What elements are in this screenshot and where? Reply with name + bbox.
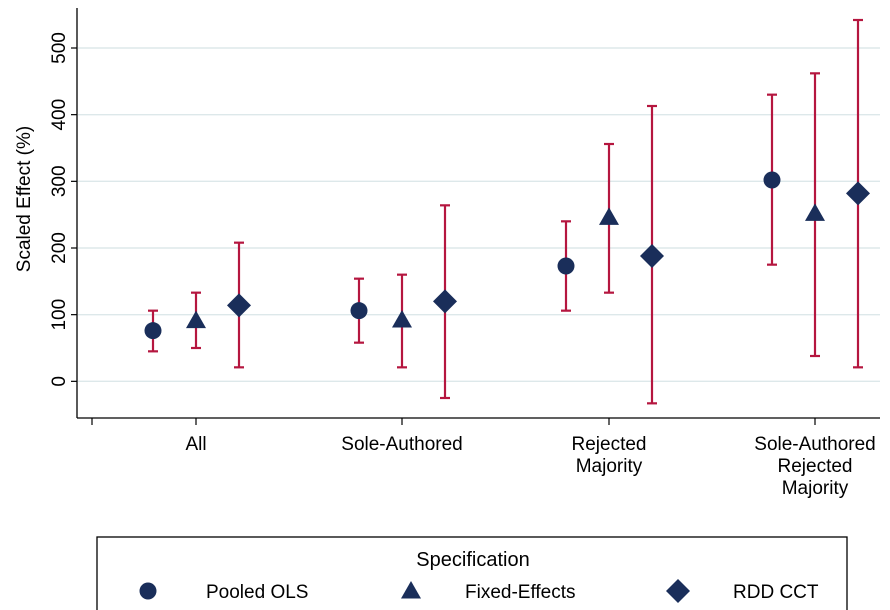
legend-marker (401, 581, 421, 599)
point-estimate (805, 203, 825, 221)
x-axis-ticks: All Sole-Authored RejectedMajoritySole-Aut… (91, 418, 876, 499)
point-estimate (557, 257, 575, 275)
gridlines (78, 47, 880, 383)
x-tick-label: Rejected (572, 434, 647, 455)
y-axis-title: Scaled Effect (%) (14, 126, 35, 272)
y-axis-ticks: 0 100 200 300 400 500 (49, 32, 77, 387)
y-tick-label: 400 (49, 99, 70, 131)
x-tick-label: Rejected (778, 456, 853, 477)
point-estimate (640, 244, 664, 268)
point-estimate (144, 322, 162, 340)
legend-marker (139, 582, 157, 600)
x-tick-label: Sole-Authored (341, 434, 462, 455)
point-estimate (433, 289, 457, 314)
legend-title: Specification (416, 549, 529, 571)
point-estimates (144, 171, 870, 340)
legend-label: RDD CCT (733, 582, 819, 603)
legend-box (96, 536, 848, 610)
legend-label: Fixed-Effects (465, 582, 576, 603)
y-tick-label: 200 (49, 232, 70, 264)
point-estimate (599, 207, 619, 225)
y-tick-label: 100 (49, 299, 70, 331)
y-tick-label: 0 (49, 376, 70, 387)
point-estimate (392, 310, 412, 328)
legend: Specification Pooled OLS Fixed-Effects RDD… (96, 536, 848, 610)
legend-items: Pooled OLS Fixed-Effects RDD CCT (139, 579, 819, 603)
x-tick-label: Sole-Authored (754, 434, 875, 455)
y-tick-label: 500 (49, 32, 70, 64)
point-estimate (846, 181, 870, 206)
x-tick-label: Majority (782, 478, 849, 499)
x-tick-label: Majority (576, 456, 643, 477)
axes (76, 8, 880, 419)
x-tick-label: All (185, 434, 206, 455)
point-estimate (763, 171, 781, 189)
point-estimate (350, 302, 368, 320)
point-estimate (186, 310, 206, 329)
legend-label: Pooled OLS (206, 582, 308, 603)
legend-marker (666, 579, 690, 603)
confidence-intervals (148, 18, 863, 405)
y-tick-label: 300 (49, 165, 70, 197)
point-estimate (227, 293, 251, 318)
